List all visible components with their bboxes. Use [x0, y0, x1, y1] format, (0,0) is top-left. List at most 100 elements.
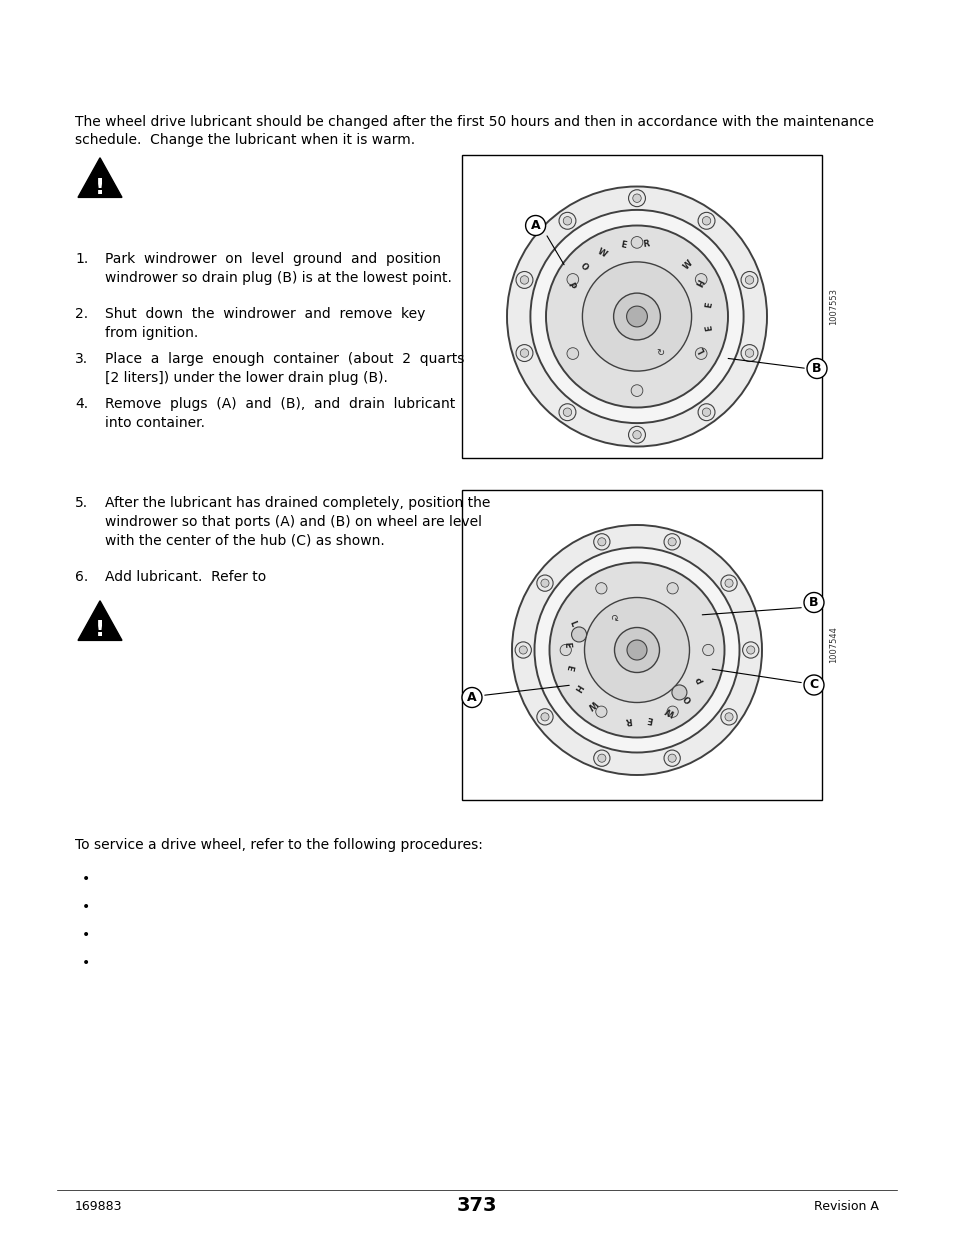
Circle shape: [671, 685, 686, 700]
Circle shape: [540, 713, 549, 721]
Text: H: H: [572, 682, 582, 693]
Text: 2.: 2.: [75, 308, 88, 321]
Circle shape: [720, 709, 737, 725]
Circle shape: [626, 306, 647, 327]
Text: E: E: [646, 714, 654, 724]
Circle shape: [545, 226, 727, 408]
Circle shape: [562, 408, 571, 416]
Circle shape: [695, 274, 706, 285]
Circle shape: [667, 755, 676, 762]
Circle shape: [698, 212, 714, 230]
Text: 169883: 169883: [75, 1200, 122, 1213]
Circle shape: [549, 562, 723, 737]
Circle shape: [571, 627, 586, 642]
Circle shape: [558, 404, 576, 421]
Circle shape: [740, 272, 758, 289]
Text: The wheel drive lubricant should be changed after the first 50 hours and then in: The wheel drive lubricant should be chan…: [75, 115, 873, 128]
Text: •: •: [82, 900, 91, 914]
Circle shape: [666, 583, 678, 594]
Text: 373: 373: [456, 1195, 497, 1215]
Text: H: H: [696, 278, 707, 289]
Text: O: O: [578, 262, 589, 273]
Circle shape: [598, 537, 605, 546]
Text: R: R: [641, 240, 649, 249]
Text: schedule.  Change the lubricant when it is warm.: schedule. Change the lubricant when it i…: [75, 133, 415, 147]
Text: 4.: 4.: [75, 396, 88, 411]
Circle shape: [666, 706, 678, 718]
Text: !: !: [95, 620, 105, 641]
Text: E: E: [703, 301, 713, 309]
Circle shape: [744, 275, 753, 284]
Circle shape: [632, 194, 640, 203]
Text: 3.: 3.: [75, 352, 88, 366]
Circle shape: [512, 525, 761, 776]
Circle shape: [803, 676, 823, 695]
Circle shape: [595, 583, 606, 594]
Circle shape: [667, 537, 676, 546]
Text: A: A: [467, 692, 476, 704]
Circle shape: [537, 709, 553, 725]
Circle shape: [530, 210, 742, 424]
Text: •: •: [82, 927, 91, 942]
Text: 1.: 1.: [75, 252, 89, 266]
Circle shape: [519, 275, 528, 284]
Circle shape: [506, 186, 766, 447]
Text: B: B: [811, 362, 821, 375]
Text: A: A: [530, 219, 539, 232]
Text: •: •: [82, 872, 91, 885]
Polygon shape: [78, 158, 122, 198]
Circle shape: [461, 688, 481, 708]
Text: E: E: [703, 325, 713, 331]
Polygon shape: [78, 600, 122, 641]
Text: Add lubricant.  Refer to: Add lubricant. Refer to: [105, 571, 266, 584]
Text: B: B: [808, 597, 818, 609]
Circle shape: [598, 755, 605, 762]
Bar: [461, 490, 821, 800]
Circle shape: [584, 598, 689, 703]
Text: W: W: [664, 705, 677, 718]
Circle shape: [628, 190, 645, 206]
Circle shape: [534, 547, 739, 752]
Circle shape: [613, 293, 659, 340]
Text: ↻: ↻: [656, 348, 664, 358]
Text: ↻: ↻: [610, 610, 618, 620]
Circle shape: [803, 593, 823, 613]
Text: P: P: [565, 282, 576, 290]
Circle shape: [562, 216, 571, 225]
Circle shape: [516, 272, 533, 289]
Circle shape: [559, 645, 571, 656]
Circle shape: [518, 646, 527, 655]
Text: Remove  plugs  (A)  and  (B),  and  drain  lubricant
into container.: Remove plugs (A) and (B), and drain lubr…: [105, 396, 455, 430]
Circle shape: [632, 431, 640, 438]
Circle shape: [724, 713, 732, 721]
Text: W: W: [585, 698, 598, 710]
Text: L: L: [566, 620, 577, 627]
Circle shape: [581, 262, 691, 370]
Circle shape: [595, 706, 606, 718]
Text: W: W: [681, 258, 694, 272]
Text: L: L: [696, 345, 706, 354]
Circle shape: [537, 576, 553, 592]
Circle shape: [746, 646, 754, 655]
Circle shape: [519, 348, 528, 357]
Text: .: .: [105, 614, 110, 629]
Circle shape: [806, 358, 826, 378]
Text: 1007544: 1007544: [828, 626, 838, 663]
Text: Shut  down  the  windrower  and  remove  key
from ignition.: Shut down the windrower and remove key f…: [105, 308, 425, 340]
Circle shape: [631, 237, 642, 248]
Text: E: E: [618, 240, 626, 249]
Circle shape: [724, 579, 732, 587]
Text: E: E: [562, 642, 571, 648]
Text: Park  windrower  on  level  ground  and  position
windrower so drain plug (B) is: Park windrower on level ground and posit…: [105, 252, 452, 285]
Text: After the lubricant has drained completely, position the
windrower so that ports: After the lubricant has drained complete…: [105, 496, 490, 548]
Circle shape: [740, 345, 758, 362]
Text: 1007553: 1007553: [828, 288, 838, 325]
Text: To service a drive wheel, refer to the following procedures:: To service a drive wheel, refer to the f…: [75, 839, 482, 852]
Text: W: W: [595, 247, 607, 259]
Text: E: E: [563, 663, 574, 671]
Circle shape: [698, 404, 714, 421]
Circle shape: [566, 274, 578, 285]
Circle shape: [525, 215, 545, 236]
Circle shape: [515, 642, 531, 658]
Text: O: O: [681, 692, 693, 704]
